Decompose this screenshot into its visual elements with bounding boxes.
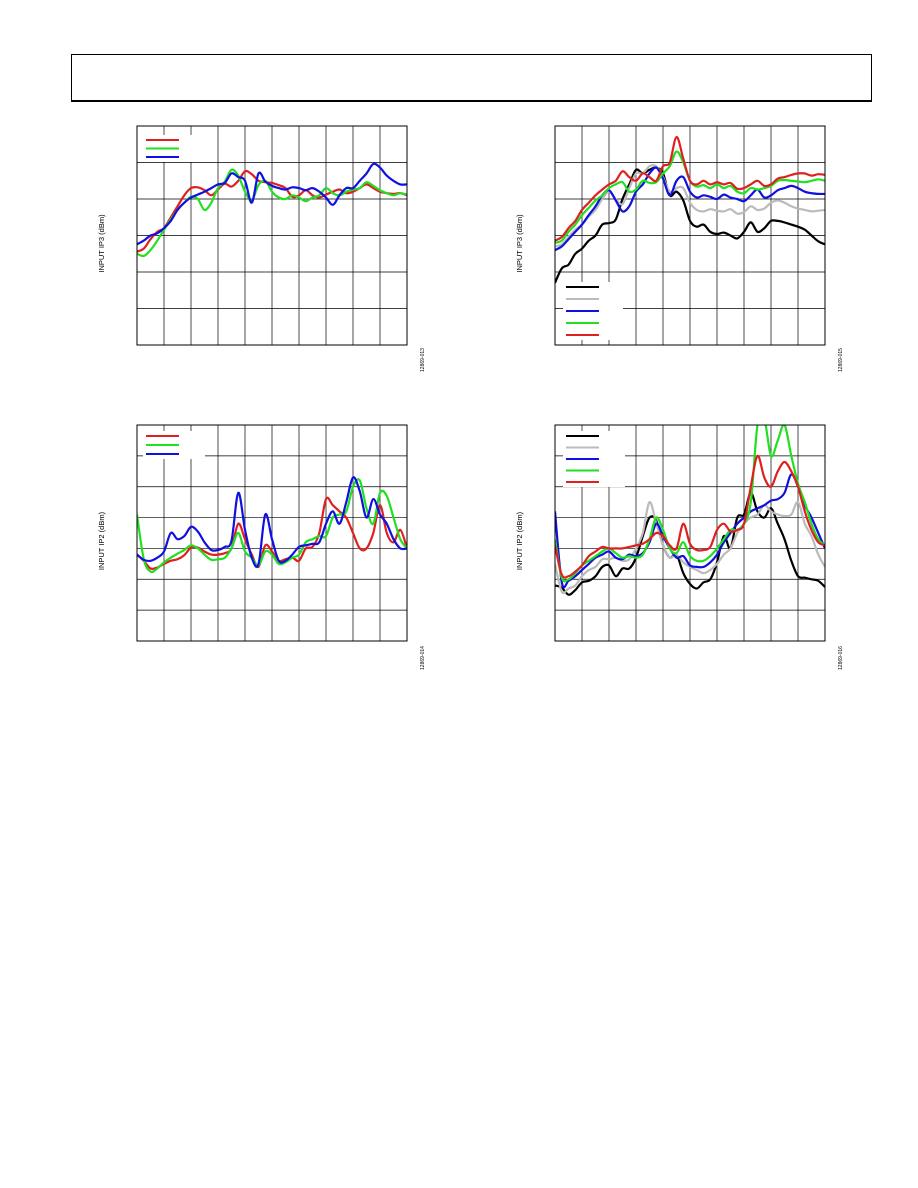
series-line-5 xyxy=(555,454,825,579)
series-line-2 xyxy=(555,500,825,595)
series-line-5 xyxy=(555,135,825,242)
series-line-1 xyxy=(555,166,825,284)
chart-panel-2: INPUT IP3 (dBm) 12869-015 xyxy=(515,125,844,372)
chart-panel-1: INPUT IP3 (dBm) 12869-013 xyxy=(97,125,426,372)
series-line-3 xyxy=(137,476,407,568)
series-line-2 xyxy=(137,478,407,574)
series-line-3 xyxy=(137,162,407,246)
series-line-1 xyxy=(555,491,825,596)
series-line-4 xyxy=(555,425,825,583)
y-axis-label: INPUT IP3 (dBm) xyxy=(97,214,106,273)
series-line-1 xyxy=(137,496,407,571)
figure-id: 12869-015 xyxy=(838,348,844,372)
plot-frame xyxy=(136,424,408,642)
series-line-3 xyxy=(555,473,825,589)
page-header-box xyxy=(71,54,872,102)
chart-panel-4: INPUT IP2 (dBm) 12869-016 xyxy=(515,424,844,670)
plot-frame xyxy=(554,424,826,642)
chart-panel-3: INPUT IP2 (dBm) 12869-014 xyxy=(97,424,426,670)
figure-id: 12869-016 xyxy=(838,646,844,670)
figure-id: 12869-013 xyxy=(420,348,426,372)
series-line-2 xyxy=(555,163,825,248)
figure-id: 12869-014 xyxy=(420,646,426,670)
y-axis-label: INPUT IP3 (dBm) xyxy=(515,214,524,273)
y-axis-label: INPUT IP2 (dBm) xyxy=(515,511,524,570)
plot-frame xyxy=(136,125,408,346)
plot-frame xyxy=(554,125,826,346)
y-axis-label: INPUT IP2 (dBm) xyxy=(97,511,106,570)
